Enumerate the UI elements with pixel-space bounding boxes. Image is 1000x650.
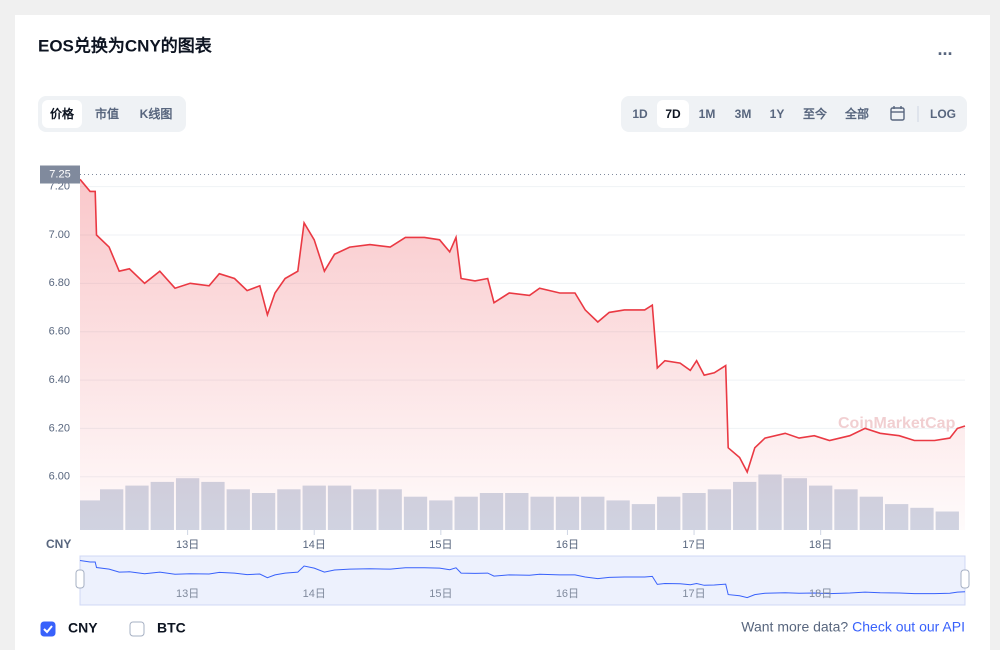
y-tick-label: 6.60	[49, 326, 70, 338]
range-button[interactable]: LOG	[930, 107, 956, 121]
navigator-handle[interactable]	[960, 569, 970, 589]
navigator-tick-label: 16日	[556, 588, 579, 600]
legend-label: BTC	[157, 620, 186, 636]
range-button[interactable]: 1M	[699, 107, 716, 121]
x-tick-label: 17日	[682, 539, 705, 551]
calendar-icon[interactable]	[890, 106, 905, 121]
x-tick-label: 14日	[303, 539, 326, 551]
range-active	[657, 100, 689, 128]
tab[interactable]: 市值	[95, 106, 119, 121]
tab-active	[42, 100, 82, 128]
range-button[interactable]: 1D	[632, 107, 648, 121]
y-tick-label: 6.00	[49, 471, 70, 483]
navigator-tick-label: 17日	[682, 588, 705, 600]
x-tick-label: 15日	[429, 539, 452, 551]
range-button[interactable]: 7D	[665, 107, 681, 121]
range-group	[621, 96, 967, 132]
price-marker-box	[40, 165, 80, 184]
check-mark	[43, 625, 53, 634]
navigator-line	[79, 560, 966, 599]
price-marker-label: 7.25	[49, 168, 70, 180]
more-menu[interactable]: ...	[937, 39, 952, 59]
range-button[interactable]: 3M	[735, 107, 752, 121]
x-tick-label: 13日	[176, 539, 199, 551]
footer-text: Want more data?	[741, 619, 848, 635]
price-line	[79, 178, 966, 475]
navigator-tick-label: 14日	[303, 588, 326, 600]
checkbox[interactable]	[40, 621, 56, 637]
legend-label: CNY	[68, 620, 98, 636]
price-area	[80, 179, 965, 531]
navigator-tick-label: 18日	[809, 588, 832, 600]
tab[interactable]: K线图	[140, 106, 173, 121]
x-tick-label: 16日	[556, 539, 579, 551]
tab[interactable]: 价格	[50, 106, 75, 121]
navigator-tick-label: 13日	[176, 588, 199, 600]
y-tick-label: 6.80	[49, 277, 70, 289]
range-button[interactable]: 至今	[803, 106, 828, 121]
range-button[interactable]: 1Y	[770, 107, 785, 121]
checkbox[interactable]	[129, 621, 145, 637]
y-tick-label: 6.20	[49, 422, 70, 434]
x-tick-label: 18日	[809, 539, 832, 551]
navigator-tick-label: 15日	[429, 588, 452, 600]
navigator-handle[interactable]	[75, 569, 85, 589]
watermark: CoinMarketCap	[838, 415, 956, 432]
range-button[interactable]: 全部	[844, 106, 869, 121]
y-tick-label: 7.00	[49, 229, 70, 241]
axis-unit: CNY	[46, 537, 71, 551]
api-link[interactable]: Check out our API	[852, 619, 965, 635]
chart-title: EOS兑换为CNY的图表	[38, 35, 213, 55]
y-tick-label: 6.40	[49, 374, 70, 386]
